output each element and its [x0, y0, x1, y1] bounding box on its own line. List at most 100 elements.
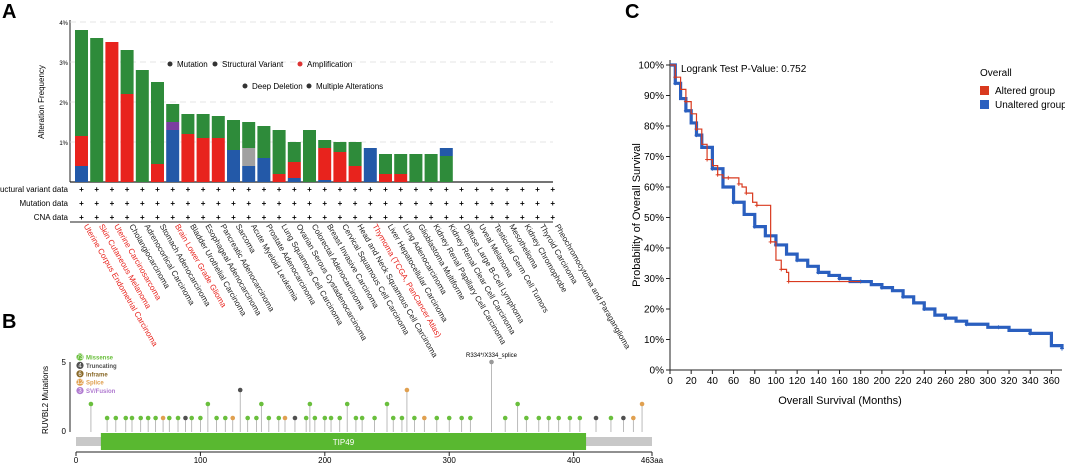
lollipop-head[interactable]	[307, 401, 313, 407]
lollipop-head[interactable]	[312, 415, 318, 421]
lollipop-head[interactable]	[222, 415, 228, 421]
censor-mark	[1060, 346, 1064, 351]
lollipop-head[interactable]	[359, 415, 365, 421]
data-row-mark: +	[79, 213, 84, 222]
censor-mark	[683, 99, 688, 104]
legend-title: Overall	[980, 68, 1012, 79]
panel-a-legend: Mutation Structural Variant Amplificatio…	[167, 60, 383, 91]
lollipop-head[interactable]	[113, 415, 119, 421]
lollipop-head[interactable]	[608, 415, 614, 421]
lollipop-head[interactable]	[446, 415, 452, 421]
censor-mark	[694, 127, 699, 132]
bar-segment	[120, 94, 134, 182]
panel-b-lollipop: RUVBL2 Mutations 5 0 73 Missense 4 Truncati…	[41, 353, 664, 465]
lollipop-head[interactable]	[198, 415, 203, 421]
lollipop-head[interactable]	[337, 415, 343, 421]
bar-segment	[318, 140, 332, 148]
lollipop-head[interactable]	[245, 415, 250, 421]
lollipop-head[interactable]	[205, 401, 211, 407]
lollipop-head[interactable]	[631, 415, 636, 421]
xtick-label: 260	[937, 376, 954, 387]
lollipop-head[interactable]	[556, 415, 561, 421]
lollipop-head[interactable]	[214, 415, 219, 421]
lollipop-head[interactable]	[412, 415, 417, 421]
data-row-mark: +	[550, 199, 555, 208]
lollipop-head[interactable]	[515, 401, 520, 407]
row-label-structural: Structural variant data	[0, 185, 69, 194]
censor-mark	[694, 133, 699, 138]
censor-mark	[726, 175, 731, 180]
lollipop-head[interactable]	[384, 401, 390, 407]
censor-mark	[683, 108, 688, 113]
lollipop-head[interactable]	[167, 415, 172, 421]
ytick-label: 0%	[650, 366, 665, 377]
lollipop-head[interactable]	[353, 415, 359, 421]
lollipop-head[interactable]	[254, 415, 259, 421]
lollipop-head[interactable]	[434, 415, 440, 421]
lollipop-head[interactable]	[593, 415, 599, 421]
lollipop-head[interactable]	[621, 415, 626, 421]
data-row-mark: +	[94, 213, 99, 222]
lollipop-head[interactable]	[502, 415, 508, 421]
lollipop-head[interactable]	[422, 415, 427, 421]
ytick-label: 50%	[644, 213, 664, 224]
lollipop-head[interactable]	[489, 359, 494, 365]
ytick-label: 4%	[59, 21, 68, 27]
lollipop-head[interactable]	[399, 415, 405, 421]
lollipop-head[interactable]	[230, 415, 236, 421]
lollipop-head[interactable]	[88, 401, 94, 407]
data-row-mark: +	[140, 185, 145, 194]
lollipop-head[interactable]	[175, 415, 181, 421]
lollipop-head[interactable]	[282, 415, 288, 421]
xtick-label: 140	[810, 376, 827, 387]
lollipop-head[interactable]	[546, 415, 552, 421]
lollipop-head[interactable]	[237, 387, 243, 393]
data-row-mark: +	[79, 199, 84, 208]
lollipop-head[interactable]	[468, 415, 473, 421]
lollipop-head[interactable]	[276, 415, 282, 421]
censor-mark	[673, 81, 678, 86]
lollipop-head[interactable]	[536, 415, 542, 421]
tip49-domain[interactable]	[100, 433, 587, 450]
panel-b-xticks: 0 100 200 300 400 463aa	[74, 452, 664, 465]
lollipop-head[interactable]	[183, 415, 188, 421]
lollipop-head[interactable]	[292, 415, 298, 421]
xtick-label: 463aa	[641, 456, 664, 465]
xtick-label: 300	[979, 376, 996, 387]
legend-count: 73	[77, 355, 84, 361]
ytick-label: 3%	[59, 61, 68, 67]
data-row-mark: +	[459, 199, 464, 208]
lollipop-head[interactable]	[153, 415, 158, 421]
lollipop-head[interactable]	[459, 415, 464, 421]
bar-segment	[181, 114, 195, 134]
lollipop-head[interactable]	[104, 415, 110, 421]
data-row-mark: +	[490, 199, 495, 208]
lollipop-head[interactable]	[145, 415, 151, 421]
ytick-label: 90%	[644, 91, 664, 102]
lollipop-head[interactable]	[567, 415, 573, 421]
lollipop-head[interactable]	[524, 415, 529, 421]
lollipop-head[interactable]	[328, 415, 334, 421]
lollipop-head[interactable]	[259, 401, 264, 407]
legend-altered-swatch	[980, 86, 989, 95]
data-row-mark: +	[429, 185, 434, 194]
lollipop-head[interactable]	[303, 415, 309, 421]
panel-c-survival: Probability of Overall Survival Overall …	[631, 60, 1065, 407]
lollipop-head[interactable]	[138, 415, 143, 421]
lollipop-head[interactable]	[322, 415, 328, 421]
bar-segment	[90, 38, 104, 182]
panel-c-xlabel: Overall Survival (Months)	[778, 395, 901, 407]
lollipop-head[interactable]	[129, 415, 135, 421]
lollipop-head[interactable]	[372, 415, 377, 421]
panel-c-curves	[670, 63, 1064, 351]
lollipop-head[interactable]	[344, 401, 350, 407]
lollipop-head[interactable]	[123, 415, 129, 421]
lollipop-head[interactable]	[160, 415, 166, 421]
lollipop-head[interactable]	[266, 415, 272, 421]
lollipop-head[interactable]	[390, 415, 396, 421]
lollipop-head[interactable]	[404, 387, 410, 393]
lollipop-head[interactable]	[189, 415, 194, 421]
lollipop-head[interactable]	[577, 415, 583, 421]
lollipop-head[interactable]	[639, 401, 645, 407]
censor-mark	[879, 285, 884, 290]
